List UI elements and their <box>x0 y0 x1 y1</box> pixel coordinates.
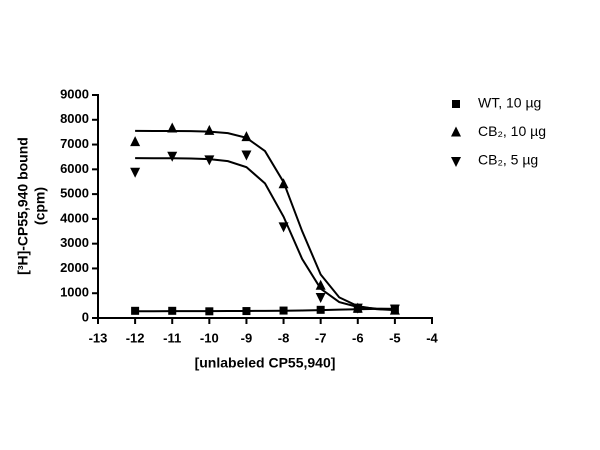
marker <box>241 150 252 161</box>
legend-label: WT, 10 µg <box>478 95 541 111</box>
marker <box>130 167 141 178</box>
y-tick-label: 2000 <box>60 260 89 275</box>
x-tick-label: -13 <box>89 330 108 345</box>
marker <box>204 124 215 135</box>
marker <box>279 306 288 315</box>
y-tick-label: 6000 <box>60 161 89 176</box>
marker <box>389 304 400 315</box>
y-tick-label: 8000 <box>60 111 89 126</box>
x-tick-label: -5 <box>389 330 401 345</box>
x-tick-label: -10 <box>200 330 219 345</box>
y-tick-label: 0 <box>82 309 89 324</box>
marker <box>278 178 289 189</box>
x-tick-label: -9 <box>241 330 253 345</box>
marker <box>131 306 140 315</box>
fit-curve <box>135 129 395 312</box>
marker <box>130 136 141 147</box>
y-axis-label: [³H]-CP55,940 bound <box>15 137 31 275</box>
y-tick-label: 4000 <box>60 210 89 225</box>
marker <box>167 151 178 162</box>
y-tick-label: 9000 <box>60 86 89 101</box>
legend-marker <box>451 126 461 137</box>
marker <box>278 222 289 233</box>
marker <box>315 279 326 290</box>
y-tick-label: 1000 <box>60 285 89 300</box>
x-tick-label: -12 <box>126 330 145 345</box>
legend-label: CB₂, 10 µg <box>478 123 546 139</box>
marker <box>168 306 177 315</box>
legend-marker <box>452 100 460 108</box>
marker <box>352 303 363 314</box>
legend-label: CB₂, 5 µg <box>478 152 538 168</box>
y-axis-label: (cpm) <box>32 187 48 225</box>
x-tick-label: -8 <box>278 330 290 345</box>
y-tick-label: 5000 <box>60 186 89 201</box>
x-tick-label: -11 <box>163 330 181 345</box>
marker <box>242 307 251 316</box>
y-tick-label: 7000 <box>60 136 89 151</box>
marker <box>167 122 178 133</box>
x-tick-label: -6 <box>352 330 364 345</box>
y-tick-label: 3000 <box>60 235 89 250</box>
marker <box>204 155 215 166</box>
legend-marker <box>451 157 461 167</box>
x-tick-label: -4 <box>426 330 438 345</box>
x-axis-label: [unlabeled CP55,940] <box>195 355 336 371</box>
marker <box>315 292 326 303</box>
marker <box>241 131 252 142</box>
marker <box>205 307 214 316</box>
marker <box>316 305 325 314</box>
x-tick-label: -7 <box>315 330 327 345</box>
fit-curve <box>135 307 395 313</box>
fit-curve <box>135 157 395 311</box>
